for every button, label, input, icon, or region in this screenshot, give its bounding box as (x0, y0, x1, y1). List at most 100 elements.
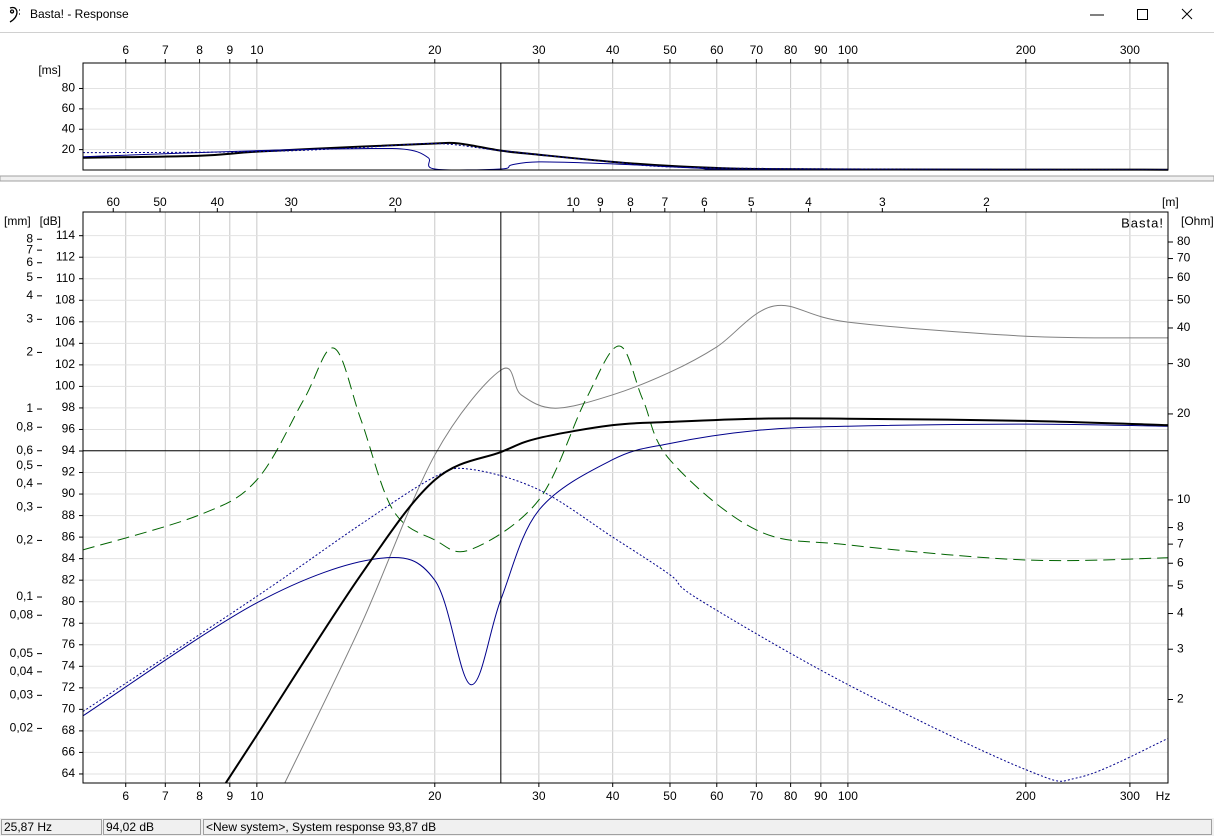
x-tick-label: 10 (250, 43, 264, 57)
y3-tick-label: 0,3 (16, 499, 33, 513)
y3-tick-label: 0,03 (10, 687, 34, 701)
x-tick-label: 30 (532, 789, 546, 803)
y-tick-label: 92 (62, 465, 76, 479)
x2-axis-label: [m] (1162, 195, 1179, 209)
status-bar (0, 818, 1214, 836)
y-tick-label: 66 (62, 745, 76, 759)
y3-tick-label: 0,6 (16, 443, 33, 457)
y-tick-label: 76 (62, 637, 76, 651)
y-tick-label: 96 (62, 422, 76, 436)
x2-tick-label: 4 (805, 195, 812, 209)
y-axis-label: [dB] (40, 214, 61, 228)
y3-tick-label: 3 (26, 312, 33, 326)
y3-tick-label: 5 (26, 270, 33, 284)
plot-frame (82, 211, 1169, 784)
y-tick-label: 20 (62, 142, 76, 156)
x-tick-label: 50 (663, 43, 677, 57)
y3-axis-label: [mm] (4, 214, 31, 228)
y-tick-label: 80 (62, 594, 76, 608)
x-tick-label: 100 (838, 43, 858, 57)
y-tick-label: 114 (56, 228, 75, 242)
x-tick-label: 6 (122, 789, 129, 803)
x-tick-label: 300 (1120, 789, 1140, 803)
y-tick-label: 110 (56, 271, 75, 285)
x-tick-label: 80 (784, 789, 798, 803)
y-tick-label: 68 (62, 723, 76, 737)
y2-tick-label: 4 (1177, 606, 1184, 620)
y2-axis-label: [Ohm] (1181, 214, 1214, 228)
x-tick-label: 7 (162, 789, 169, 803)
y2-tick-label: 7 (1177, 536, 1184, 550)
curve (82, 147, 1169, 171)
curve (284, 304, 1169, 784)
x-tick-label: 20 (428, 789, 442, 803)
x-tick-label: 10 (250, 789, 264, 803)
y-tick-label: 104 (55, 336, 75, 350)
y2-tick-label: 8 (1177, 520, 1184, 534)
status-cell (203, 819, 1212, 835)
y3-tick-label: 4 (26, 288, 33, 302)
x2-tick-label: 9 (597, 195, 604, 209)
y-tick-label: 80 (62, 81, 76, 95)
y-tick-label: 100 (55, 379, 75, 393)
x2-tick-label: 50 (153, 195, 167, 209)
y-tick-label: 86 (62, 529, 76, 543)
x2-tick-label: 2 (983, 195, 990, 209)
y2-tick-label: 5 (1177, 578, 1184, 592)
y2-tick-label: 10 (1177, 492, 1191, 506)
x-tick-label: 300 (1120, 43, 1140, 57)
x-tick-label: 8 (196, 43, 203, 57)
maximize-button[interactable] (1137, 9, 1148, 20)
y-tick-label: 102 (55, 357, 75, 371)
y2-tick-label: 30 (1177, 356, 1191, 370)
x-tick-label: 50 (663, 789, 677, 803)
x-tick-label: 30 (532, 43, 546, 57)
y-tick-label: 94 (62, 443, 76, 457)
plot-frame (82, 62, 1169, 171)
x-axis-label: Hz (1156, 789, 1171, 803)
y3-tick-label: 0,02 (10, 721, 34, 735)
x-tick-label: 70 (750, 789, 764, 803)
x2-tick-label: 60 (107, 195, 121, 209)
y-tick-label: 108 (55, 292, 75, 306)
x-tick-label: 200 (1016, 789, 1036, 803)
x-tick-label: 100 (838, 789, 858, 803)
x-tick-label: 200 (1016, 43, 1036, 57)
y3-tick-label: 0,8 (16, 419, 33, 433)
x-tick-label: 20 (428, 43, 442, 57)
y2-tick-label: 60 (1177, 270, 1191, 284)
x2-tick-label: 8 (627, 195, 634, 209)
y-tick-label: 84 (62, 551, 76, 565)
y-axis-label: [ms] (38, 63, 61, 77)
y2-tick-label: 50 (1177, 292, 1191, 306)
curve (82, 143, 1169, 171)
y-tick-label: 82 (62, 572, 76, 586)
x2-tick-label: 5 (748, 195, 755, 209)
x-tick-label: 60 (710, 43, 724, 57)
curve (82, 423, 1169, 717)
x2-tick-label: 30 (285, 195, 299, 209)
curve (82, 345, 1169, 562)
x2-tick-label: 3 (879, 195, 886, 209)
splitter[interactable] (0, 175, 1214, 182)
close-button[interactable] (1181, 8, 1193, 20)
x-tick-label: 6 (122, 43, 129, 57)
window-title: Basta! - Response (30, 7, 129, 21)
app-icon (9, 6, 20, 23)
y-tick-label: 74 (62, 658, 76, 672)
y3-tick-label: 7 (26, 242, 33, 256)
x-tick-label: 70 (750, 43, 764, 57)
y3-tick-label: 0,05 (10, 646, 34, 660)
y3-tick-label: 0,2 (16, 533, 33, 547)
y-tick-label: 40 (62, 121, 76, 135)
y-tick-label: 64 (62, 766, 76, 780)
x-tick-label: 9 (226, 43, 233, 57)
status-message: <New system>, System response 93,87 dB (206, 820, 436, 834)
y-tick-label: 112 (56, 249, 75, 263)
y-tick-label: 106 (55, 314, 75, 328)
status-level: 94,02 dB (106, 820, 154, 834)
x-tick-label: 9 (226, 789, 233, 803)
y3-tick-label: 0,08 (10, 607, 34, 621)
y-tick-label: 90 (62, 486, 76, 500)
